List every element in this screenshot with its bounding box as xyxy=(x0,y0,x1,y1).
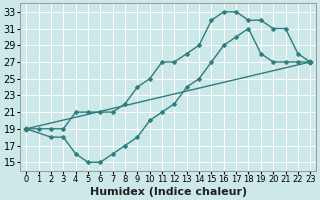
X-axis label: Humidex (Indice chaleur): Humidex (Indice chaleur) xyxy=(90,187,247,197)
